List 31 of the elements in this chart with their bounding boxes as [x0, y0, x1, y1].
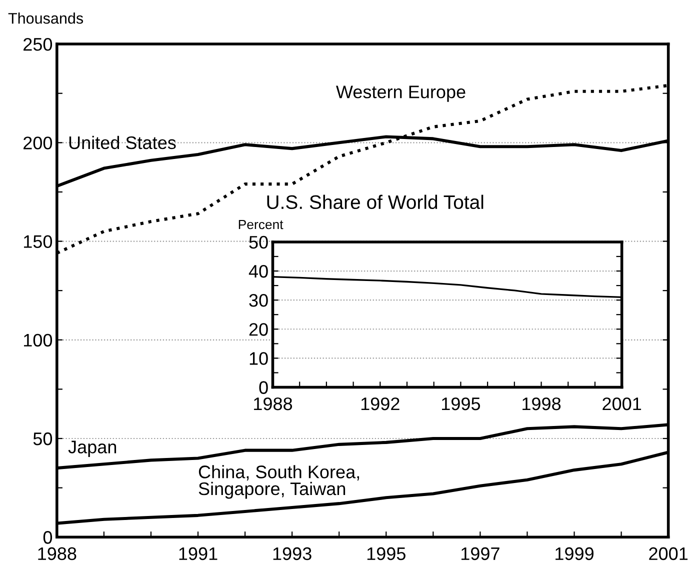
x-tick-label: 1995: [442, 397, 480, 410]
y-tick-label: 0: [43, 531, 52, 544]
y-axis-title: Percent: [238, 220, 284, 230]
y-tick-label: 100: [24, 334, 52, 347]
y-tick-label: 30: [249, 294, 268, 307]
y-tick-label: 20: [249, 323, 268, 336]
series-label: Western Europe: [336, 86, 466, 102]
y-tick-label: 200: [24, 136, 52, 150]
series-label: China, South Korea, Singapore, Taiwan: [198, 465, 359, 499]
x-tick-label: 1992: [361, 397, 400, 410]
y-tick-label: 150: [24, 235, 52, 248]
x-tick-label: 1998: [522, 397, 561, 410]
y-tick-label: 0: [259, 381, 268, 394]
y-tick-label: 40: [248, 264, 268, 278]
x-tick-label: 1995: [367, 547, 406, 560]
y-axis-title: Thousands: [8, 12, 84, 24]
y-tick-label: 50: [33, 432, 52, 446]
chart-title: U.S. Share of World Total: [267, 194, 484, 210]
y-tick-label: 50: [249, 236, 268, 249]
x-tick-label: 1993: [273, 547, 312, 560]
x-tick-label: 1991: [179, 547, 218, 560]
x-tick-label: 2001: [602, 397, 642, 410]
x-tick-label: 1999: [556, 547, 594, 560]
y-tick-label: 10: [250, 352, 268, 365]
x-tick-label: 1988: [38, 547, 76, 560]
x-tick-label: 1988: [254, 397, 292, 410]
x-tick-label: 1997: [461, 547, 500, 560]
series-label: United States: [69, 136, 176, 150]
y-tick-label: 250: [24, 38, 52, 51]
x-tick-label: 2001: [649, 547, 688, 560]
series-label: Japan: [68, 440, 116, 457]
